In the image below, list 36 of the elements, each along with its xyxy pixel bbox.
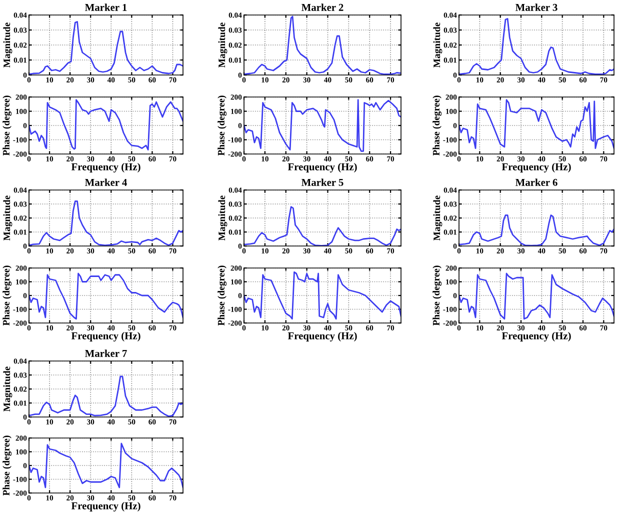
y-axis-title: Phase (degree) [2, 436, 12, 496]
line-series [29, 99, 183, 150]
y-axis-title: Magnitude [218, 22, 228, 68]
x-axis-title: Frequency (Hz) [71, 332, 140, 342]
x-axis-title: Frequency (Hz) [502, 332, 571, 342]
chart-title: Marker 2 [302, 4, 344, 11]
chart-title: Marker 1 [85, 4, 127, 11]
x-axis-title: Frequency (Hz) [288, 332, 357, 342]
chart-title: Marker 7 [85, 350, 127, 357]
line-series [244, 16, 401, 75]
line-series [244, 99, 401, 152]
line-series [29, 272, 183, 320]
y-axis-title: Magnitude [3, 366, 12, 412]
x-axis-title: Frequency (Hz) [288, 163, 357, 172]
y-axis-title: Magnitude [3, 22, 12, 68]
y-axis-title: Magnitude [433, 196, 442, 241]
chart-title: Marker 4 [85, 178, 127, 186]
y-axis-title: Magnitude [433, 22, 442, 68]
y-axis-title: Phase (degree) [2, 266, 12, 326]
y-axis-title: Phase (degree) [432, 266, 442, 326]
chart-title: Marker 3 [516, 4, 558, 11]
chart-title: Marker 5 [302, 178, 344, 186]
line-series [244, 271, 401, 320]
y-axis-title: Phase (degree) [432, 96, 442, 156]
line-series [29, 442, 183, 488]
y-axis-title: Phase (degree) [218, 96, 227, 156]
line-series [459, 18, 614, 75]
y-axis-title: Magnitude [3, 196, 12, 241]
y-axis-title: Magnitude [218, 196, 228, 241]
x-axis-title: Frequency (Hz) [71, 502, 140, 512]
line-series [459, 272, 614, 320]
x-axis-title: Frequency (Hz) [502, 163, 571, 172]
y-axis-title: Phase (degree) [2, 96, 12, 156]
chart-title: Marker 6 [516, 178, 558, 186]
y-axis-title: Phase (degree) [218, 266, 227, 326]
x-axis-title: Frequency (Hz) [71, 163, 140, 172]
